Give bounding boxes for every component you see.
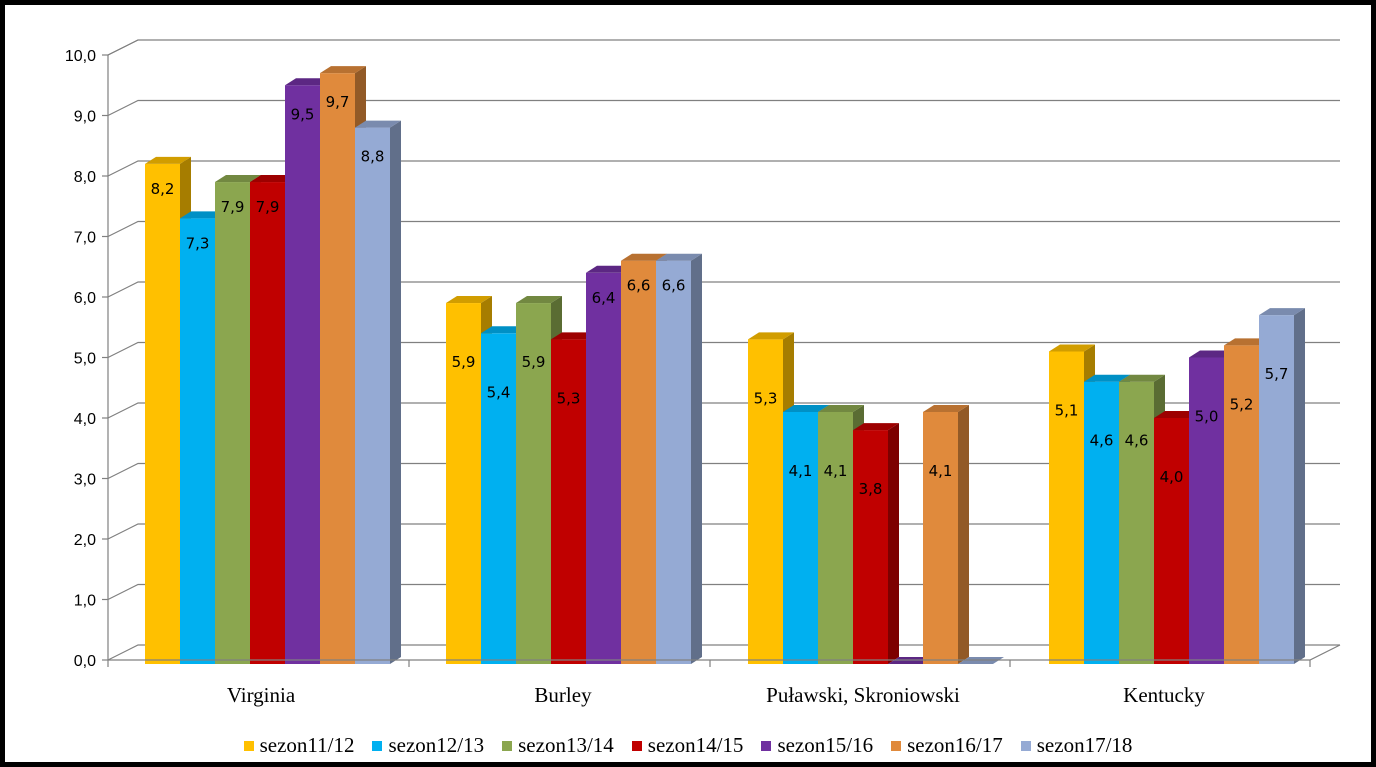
- legend-swatch: [761, 740, 772, 751]
- y-axis: 0,0 1,0 2,0 3,0 4,0 5,0 6,0 7,0 8,0 9,0 10,0: [65, 39, 139, 670]
- y-tick-label: 8,0: [74, 169, 96, 186]
- y-tick-label: 0,0: [74, 653, 96, 670]
- legend-label: sezon16/17: [907, 733, 1003, 757]
- data-label: 6,6: [662, 277, 686, 295]
- data-label: 6,4: [592, 289, 616, 307]
- gridline: [107, 160, 1340, 177]
- gridline: [107, 341, 1340, 359]
- legend-swatch: [891, 740, 902, 751]
- legend-item: sezon14/15: [631, 733, 744, 758]
- category-label: Burley: [534, 683, 592, 707]
- data-label: 4,6: [1125, 432, 1149, 450]
- category-label: Puławski, Skroniowski: [766, 683, 960, 707]
- legend-item: sezon11/12: [243, 733, 355, 758]
- bar: [656, 253, 702, 664]
- legend-item: sezon13/14: [502, 733, 614, 758]
- data-label: 8,8: [361, 148, 385, 166]
- y-tick-label: 7,0: [74, 230, 96, 247]
- legend: sezon11/12 sezon12/13 sezon13/14 sezon14/15…: [5, 733, 1371, 758]
- data-label: 4,1: [789, 462, 813, 480]
- legend-item: sezon12/13: [372, 733, 484, 758]
- legend-label: sezon17/18: [1036, 733, 1133, 757]
- data-label: 5,1: [1055, 401, 1079, 419]
- data-label: 5,4: [487, 383, 511, 401]
- data-label: 7,9: [256, 198, 280, 216]
- legend-swatch: [372, 740, 383, 751]
- data-label: 5,2: [1230, 395, 1254, 413]
- data-label: 3,8: [859, 480, 883, 498]
- legend-item: sezon17/18: [1020, 733, 1133, 758]
- y-tick-label: 10,0: [65, 48, 96, 65]
- bar: [853, 423, 899, 664]
- y-tick-label: 9,0: [74, 109, 96, 126]
- data-label: 4,1: [824, 462, 848, 480]
- data-label: 5,3: [754, 389, 778, 407]
- category-label: Kentucky: [1123, 683, 1205, 707]
- data-label: 5,9: [522, 353, 546, 371]
- data-label: 5,7: [1265, 365, 1289, 383]
- bar: [1259, 308, 1305, 664]
- y-tick-label: 6,0: [74, 290, 96, 307]
- category-label: Virginia: [227, 683, 296, 707]
- bars: [145, 66, 1305, 665]
- data-label: 5,9: [452, 353, 476, 371]
- legend-swatch: [631, 740, 642, 751]
- gridline: [107, 281, 1340, 298]
- data-label: 9,5: [291, 105, 315, 123]
- bar: [551, 332, 597, 664]
- data-label: 4,6: [1090, 432, 1114, 450]
- bar: [923, 404, 969, 664]
- legend-swatch: [1020, 740, 1031, 751]
- y-tick-label: 5,0: [74, 351, 96, 368]
- data-label: 9,7: [326, 93, 350, 111]
- bar: [355, 120, 401, 665]
- legend-label: sezon14/15: [647, 733, 744, 757]
- bar-chart: 0,0 1,0 2,0 3,0 4,0 5,0 6,0 7,0 8,0 9,0 10,0 Virgi…: [65, 39, 1341, 707]
- data-label: 5,3: [557, 389, 581, 407]
- x-axis: Virginia Burley Puławski, Skroniowski Kentu…: [107, 644, 1341, 707]
- data-label: 6,6: [627, 277, 651, 295]
- y-tick-label: 3,0: [74, 472, 96, 489]
- data-label: 4,0: [1160, 468, 1184, 486]
- legend-label: sezon12/13: [388, 733, 485, 757]
- data-labels: 8,2 7,3 7,9 7,9 9,5 9,7 8,8 5,9 5,4 5,9 5,3 6,4 6,6 6…: [151, 93, 1289, 498]
- y-tick-label: 4,0: [74, 411, 96, 428]
- legend-label: sezon13/14: [518, 733, 614, 757]
- data-label: 8,2: [151, 180, 175, 198]
- data-label: 4,1: [929, 462, 953, 480]
- gridline: [107, 39, 1340, 56]
- y-tick-label: 2,0: [74, 532, 96, 549]
- legend-item: sezon16/17: [891, 733, 1003, 758]
- legend-label: sezon15/16: [777, 733, 874, 757]
- gridline: [107, 402, 1340, 419]
- y-tick-label: 1,0: [74, 593, 96, 610]
- legend-label: sezon11/12: [259, 733, 355, 757]
- data-label: 7,9: [221, 198, 245, 216]
- gridline: [107, 99, 1340, 117]
- data-label: 5,0: [1195, 408, 1219, 426]
- y-axis-line: [107, 39, 139, 660]
- gridline: [107, 220, 1340, 238]
- data-label: 7,3: [186, 234, 210, 252]
- legend-swatch: [502, 740, 513, 751]
- legend-swatch: [243, 740, 254, 751]
- legend-item: sezon15/16: [761, 733, 873, 758]
